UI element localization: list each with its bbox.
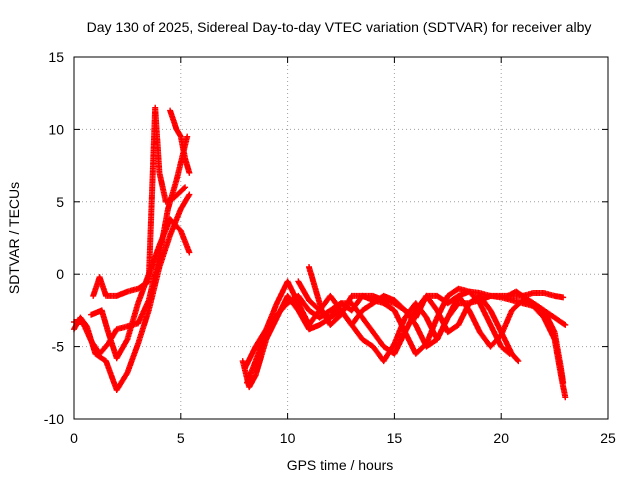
y-tick-label: -5 [52,339,65,355]
y-tick-label: 0 [56,266,64,282]
y-axis-label: SDTVAR / TECUs [6,182,22,294]
chart-title: Day 130 of 2025, Sidereal Day-to-day VTE… [87,19,592,35]
y-tick-label: 15 [48,49,64,65]
axis-ticks: 0 5 10 15 20 25 -10 -5 0 5 10 15 [44,49,616,446]
series-track-12 [504,288,567,386]
y-tick-label: -10 [44,411,64,427]
series-track-5 [167,107,193,176]
series-track-4 [90,104,189,299]
x-axis-label: GPS time / hours [287,457,394,473]
series-markers [90,104,189,299]
series-markers [167,107,193,176]
y-tick-label: 10 [48,121,64,137]
x-tick-label: 25 [600,430,616,446]
x-tick-label: 20 [493,430,509,446]
x-tick-label: 5 [177,430,185,446]
data-series [71,104,569,401]
plot-frame [73,56,609,420]
x-tick-label: 0 [70,430,78,446]
x-tick-label: 15 [387,430,403,446]
series-markers [504,288,567,386]
x-tick-label: 10 [280,430,296,446]
y-tick-label: 5 [56,194,64,210]
